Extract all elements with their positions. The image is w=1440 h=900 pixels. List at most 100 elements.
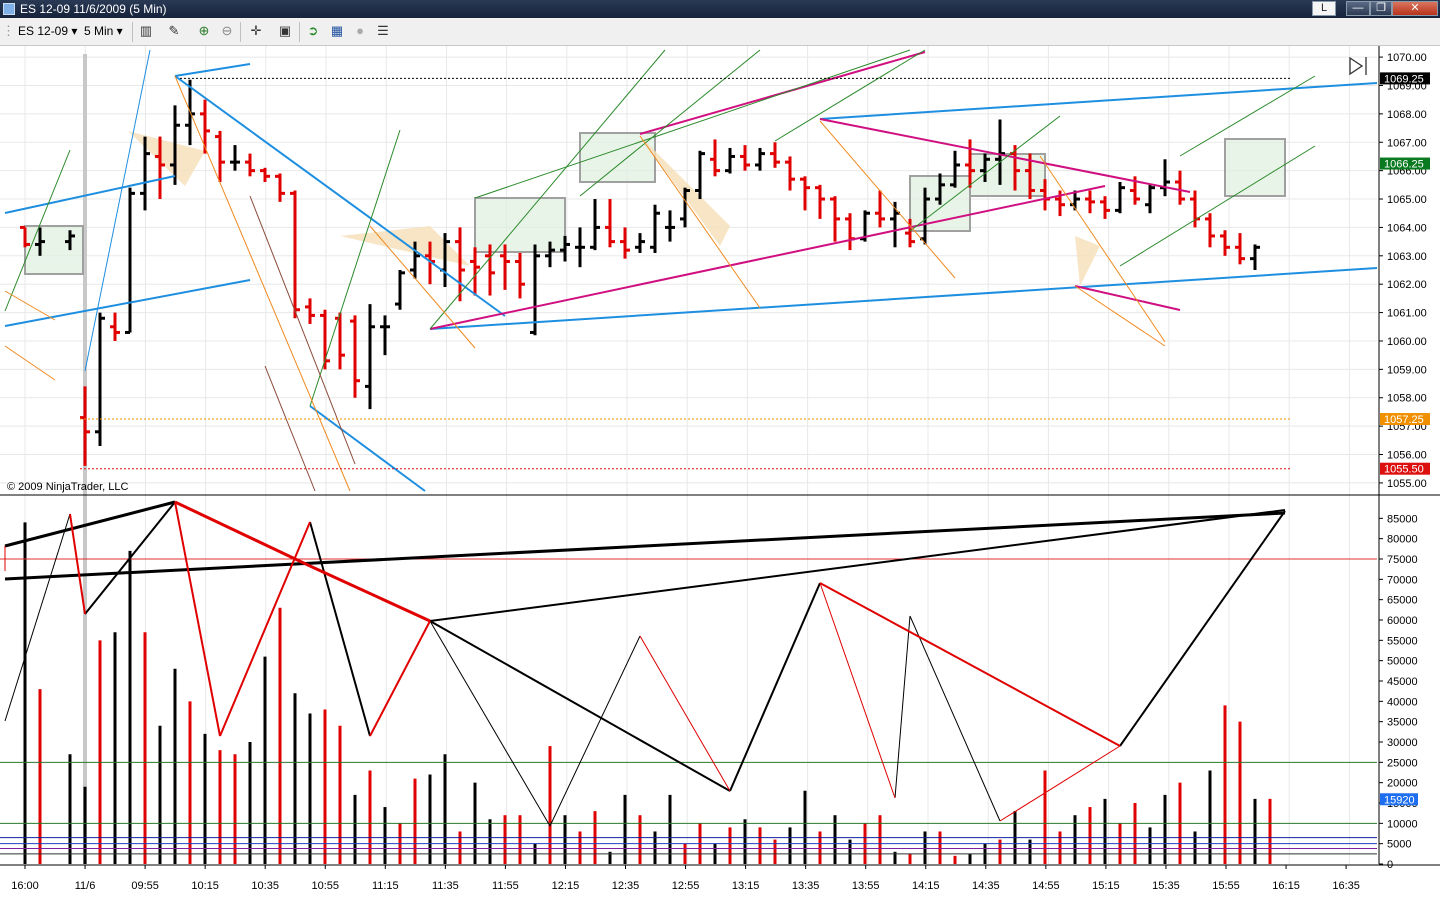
- trend-line: [4, 149, 71, 312]
- toolbar-grip-icon: ⋮: [2, 23, 15, 38]
- volume-axis-tick-label: 20000: [1387, 778, 1418, 790]
- volume-axis-tick-label: 70000: [1387, 574, 1418, 586]
- trend-line: [1074, 285, 1166, 347]
- time-axis-label: 16:00: [11, 880, 39, 892]
- interval-selector[interactable]: 5 Min ▾: [84, 24, 123, 38]
- bars-type-icon[interactable]: ▥: [139, 23, 153, 38]
- zigzag-line: [219, 521, 311, 737]
- zoom-out-icon[interactable]: ⊖: [221, 23, 233, 38]
- trend-line: [579, 49, 761, 197]
- time-axis-label: 13:55: [852, 880, 880, 892]
- language-indicator[interactable]: L: [1312, 1, 1336, 16]
- trend-line: [174, 75, 506, 317]
- app-icon: [3, 3, 15, 15]
- volume-marker-box: [1380, 793, 1418, 806]
- time-axis-label: 13:35: [792, 880, 820, 892]
- zoom-in-icon[interactable]: ⊕: [198, 23, 210, 38]
- volume-axis-tick-label: 40000: [1387, 696, 1418, 708]
- trend-line: [429, 49, 666, 330]
- price-axis-tick-label: 1061.00: [1387, 308, 1427, 320]
- time-axis-label: 12:55: [672, 880, 700, 892]
- wedge-fill: [128, 131, 205, 186]
- price-axis-tick-label: 1058.00: [1387, 393, 1427, 405]
- price-axis-tick-label: 1065.00: [1387, 194, 1427, 206]
- trend-line: [84, 49, 151, 372]
- chart-area[interactable]: 1070.001069.001068.001067.001066.001065.…: [0, 46, 1440, 900]
- zigzag-line: [909, 615, 1001, 822]
- volume-marker-label: 15920: [1384, 794, 1415, 806]
- trend-line: [1119, 145, 1316, 267]
- time-axis-label: 15:55: [1212, 880, 1240, 892]
- indicator-icon[interactable]: ▦: [330, 23, 344, 38]
- volume-axis-tick-label: 60000: [1387, 615, 1418, 627]
- volume-axis-tick-label: 25000: [1387, 757, 1418, 769]
- trend-line: [1039, 155, 1166, 343]
- trend-line: [4, 290, 56, 321]
- price-marker-label: 1055.50: [1384, 464, 1424, 476]
- consolidation-box: [24, 225, 84, 275]
- trend-line: [819, 82, 1378, 120]
- volume-bars: [0, 522, 1377, 864]
- properties-icon[interactable]: ▣: [278, 23, 292, 38]
- zigzag-line: [429, 509, 1286, 622]
- chart-background: [0, 46, 1440, 900]
- time-axis-label: 11:55: [492, 880, 519, 892]
- zigzag-line: [4, 511, 1286, 581]
- instrument-label: ES 12-09: [18, 24, 69, 38]
- time-axis-label: 14:35: [972, 880, 1000, 892]
- price-axis-tick-label: 1059.00: [1387, 364, 1427, 376]
- trend-line: [1074, 285, 1181, 311]
- price-axis-tick-label: 1056.00: [1387, 450, 1427, 462]
- toolbar-separator: [299, 22, 300, 42]
- trend-line: [429, 267, 1378, 330]
- drawing-objects: [4, 49, 1378, 492]
- consolidation-box: [1224, 138, 1286, 197]
- price-axis-tick-label: 1067.00: [1387, 137, 1427, 149]
- pencil-draw-icon[interactable]: ✎: [168, 23, 180, 38]
- volume-axis-tick-label: 85000: [1387, 513, 1418, 525]
- data-box-icon[interactable]: ☰: [377, 23, 389, 38]
- price-marker-box: [1380, 157, 1430, 170]
- trend-line: [774, 49, 926, 142]
- price-axis-tick-label: 1062.00: [1387, 279, 1427, 291]
- scroll-to-end-icon[interactable]: [1349, 56, 1367, 76]
- sound-icon[interactable]: ●: [356, 23, 364, 38]
- volume-axis-tick-label: 45000: [1387, 676, 1418, 688]
- strategy-icon[interactable]: ➲: [307, 23, 319, 38]
- volume-axis-tick-label: 0: [1387, 859, 1393, 871]
- time-axis-label: 16:35: [1332, 880, 1360, 892]
- volume-axis-tick-label: 80000: [1387, 534, 1418, 546]
- zigzag-line: [369, 620, 431, 737]
- restore-icon: ❐: [1376, 2, 1386, 14]
- volume-axis-tick-label: 55000: [1387, 635, 1418, 647]
- trend-line: [474, 49, 911, 199]
- zigzag-line: [309, 521, 371, 737]
- zigzag-line: [69, 513, 86, 615]
- axes: 1070.001069.001068.001067.001066.001065.…: [0, 46, 1440, 892]
- close-button[interactable]: ✕: [1392, 1, 1438, 16]
- trend-line: [264, 365, 316, 492]
- trend-line: [1179, 75, 1316, 157]
- time-axis-label: 14:55: [1032, 880, 1060, 892]
- instrument-selector[interactable]: ES 12-09 ▾: [18, 24, 78, 38]
- time-axis-label: 14:15: [912, 880, 940, 892]
- time-axis-label: 11:35: [432, 880, 459, 892]
- volume-axis-tick-label: 10000: [1387, 818, 1418, 830]
- zigzag-line: [84, 501, 176, 615]
- zigzag-line: [639, 635, 731, 792]
- close-icon: ✕: [1410, 2, 1420, 14]
- crosshair-icon[interactable]: ✛: [250, 23, 262, 38]
- zigzag-line: [549, 635, 641, 827]
- restore-button[interactable]: ❐: [1370, 1, 1392, 16]
- time-axis-label: 12:15: [552, 880, 580, 892]
- zigzag-line: [1119, 510, 1286, 747]
- minimize-button[interactable]: —: [1346, 1, 1370, 16]
- time-axis-label: 10:15: [191, 880, 219, 892]
- volume-axis-tick-label: 65000: [1387, 595, 1418, 607]
- trend-line: [819, 120, 956, 279]
- price-marker-box: [1380, 72, 1430, 85]
- zigzag-line: [729, 582, 821, 792]
- trend-line: [4, 279, 251, 327]
- language-indicator-label: L: [1320, 2, 1328, 14]
- zigzag-line: [174, 500, 311, 568]
